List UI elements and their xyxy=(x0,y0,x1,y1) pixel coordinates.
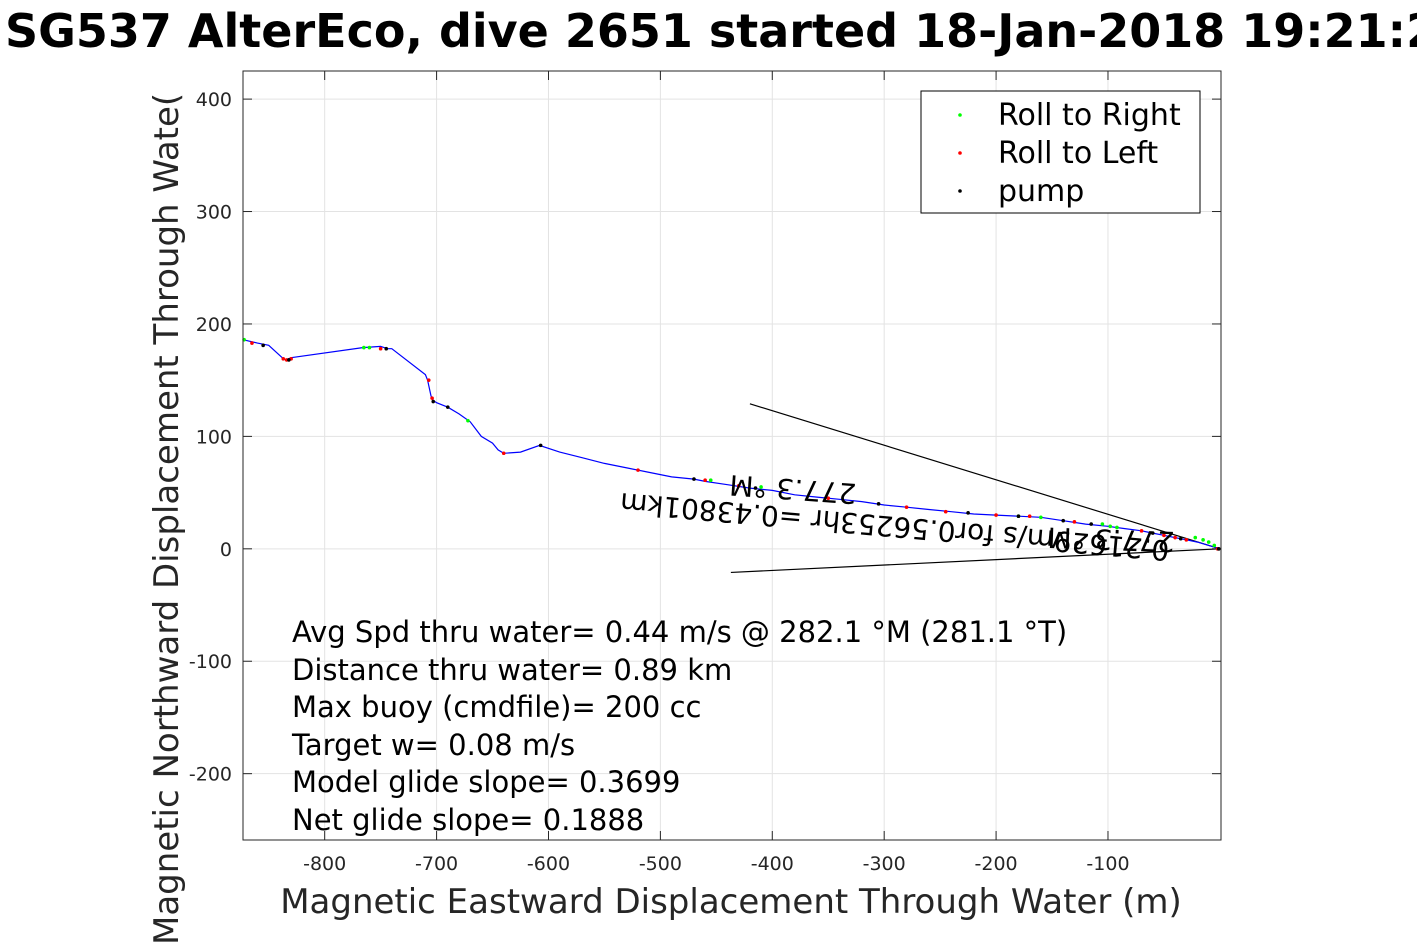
legend-label-roll-right: Roll to Right xyxy=(998,98,1181,133)
roll-left-point xyxy=(703,478,707,483)
annotation-target-w: Target w= 0.08 m/s xyxy=(291,728,575,762)
roll-right-point xyxy=(1108,524,1113,529)
roll-left-point xyxy=(904,505,909,510)
y-tick-label: 100 xyxy=(196,426,232,448)
annotation-avg-speed: Avg Spd thru water= 0.44 m/s @ 282.1 °M … xyxy=(292,615,1067,649)
pump-point xyxy=(876,502,881,506)
roll-left-point xyxy=(250,341,254,345)
pump-point xyxy=(1089,522,1093,526)
annotation-max-buoy: Max buoy (cmdfile)= 200 cc xyxy=(292,690,701,724)
heading-wedge-line xyxy=(749,403,1221,550)
roll-left-point xyxy=(501,451,506,456)
heading-wedge-line xyxy=(730,548,1220,574)
legend: Roll to Right Roll to Left pump xyxy=(920,90,1201,214)
x-axis-label: Magnetic Eastward Displacement Through W… xyxy=(280,882,1182,922)
annotation-net-glide: Net glide slope= 0.1888 xyxy=(292,803,644,837)
roll-left-point xyxy=(1139,529,1144,533)
legend-box xyxy=(920,90,1201,214)
roll-right-point xyxy=(362,345,366,350)
roll-left-point xyxy=(1027,514,1032,519)
rotated-heading-label-1: 277.3 °M xyxy=(1047,521,1175,558)
y-tick-label: 400 xyxy=(196,89,232,111)
roll-left-point xyxy=(1072,520,1077,524)
roll-right-point xyxy=(1039,515,1043,520)
plot-frame xyxy=(242,70,1222,841)
pump-point xyxy=(287,358,291,362)
legend-label-roll-left: Roll to Left xyxy=(998,136,1158,171)
roll-right-point xyxy=(1193,535,1198,540)
roll-left-point xyxy=(430,396,434,400)
roll-left-point xyxy=(281,357,286,361)
roll-left-point xyxy=(994,513,998,517)
x-tick-label: -500 xyxy=(639,853,682,875)
roll-left-point xyxy=(426,378,431,382)
roll-right-point xyxy=(1212,543,1217,548)
pump-point xyxy=(384,346,389,351)
y-tick-label: 200 xyxy=(196,314,232,336)
pump-point xyxy=(261,343,265,348)
annotation-model-glide: Model glide slope= 0.3699 xyxy=(292,765,680,799)
pump-point xyxy=(1216,547,1221,551)
x-tick-labels: -800 -700 -600 -500 -400 -300 -200 -100 xyxy=(303,853,1129,875)
y-tick-label: 0 xyxy=(220,539,232,561)
y-tick-label: -200 xyxy=(189,764,232,786)
chart-title: SG537 AlterEco, dive 2651 started 18-Jan… xyxy=(5,4,1417,58)
pump-point xyxy=(692,477,696,481)
pump-point xyxy=(1178,536,1183,541)
pump-point xyxy=(1150,531,1155,535)
roll-right-point xyxy=(1115,525,1119,530)
plot-content xyxy=(242,337,1221,574)
roll-left-point xyxy=(943,509,948,514)
roll-right-point xyxy=(1100,522,1105,526)
legend-marker-roll-left xyxy=(958,151,962,155)
roll-left-point xyxy=(1162,533,1166,538)
y-tick-label: -100 xyxy=(189,651,232,673)
legend-marker-roll-right xyxy=(958,113,962,117)
x-tick-label: -200 xyxy=(975,853,1018,875)
pump-point xyxy=(445,405,450,409)
x-tick-label: -800 xyxy=(303,853,346,875)
x-tick-label: -700 xyxy=(415,853,458,875)
roll-left-point xyxy=(1173,535,1177,540)
grid-lines xyxy=(243,71,1221,840)
roll-left-point xyxy=(378,346,383,351)
legend-marker-pump xyxy=(958,189,962,193)
roll-right-point xyxy=(1206,540,1211,544)
roll-right-point xyxy=(367,345,372,350)
roll-left-point xyxy=(1184,538,1189,542)
track-line xyxy=(242,339,1221,550)
pump-point xyxy=(753,486,758,490)
x-tick-label: -100 xyxy=(1086,853,1129,875)
roll-left-point xyxy=(736,484,741,488)
y-tick-labels: -200 -100 0 100 200 300 400 xyxy=(189,89,232,786)
y-tick-label: 300 xyxy=(196,202,232,224)
roll-right-point xyxy=(466,418,470,423)
pump-point xyxy=(1061,518,1066,523)
y-axis-label: Magnetic Northward Displacement Through … xyxy=(147,93,187,945)
roll-right-point xyxy=(708,478,713,483)
x-tick-label: -300 xyxy=(863,853,906,875)
pump-point xyxy=(966,511,970,515)
annotation-block: Avg Spd thru water= 0.44 m/s @ 282.1 °M … xyxy=(291,615,1067,837)
roll-left-point xyxy=(826,496,831,501)
roll-left-point xyxy=(636,468,640,472)
roll-right-point xyxy=(1201,538,1205,542)
legend-label-pump: pump xyxy=(998,174,1084,209)
axis-ticks xyxy=(243,71,1221,840)
annotation-distance: Distance thru water= 0.89 km xyxy=(292,653,732,687)
x-tick-label: -600 xyxy=(527,853,570,875)
x-tick-label: -400 xyxy=(751,853,794,875)
pump-point xyxy=(1016,514,1021,519)
pump-point xyxy=(431,399,436,404)
roll-right-point xyxy=(759,485,763,489)
pump-point xyxy=(538,443,543,448)
